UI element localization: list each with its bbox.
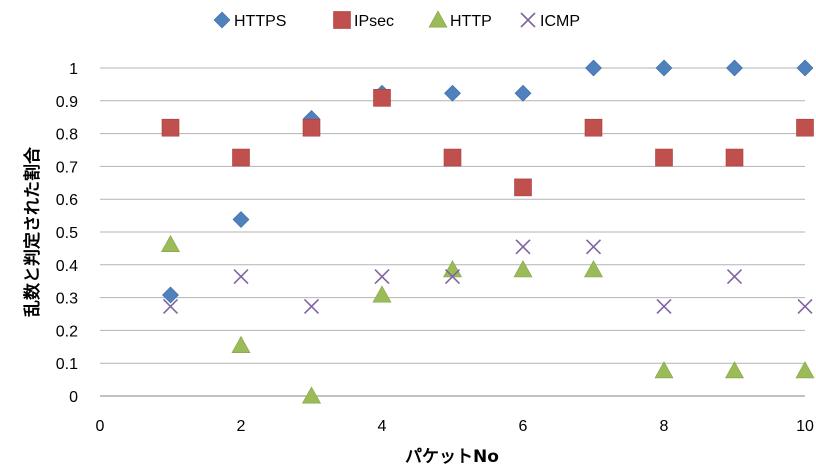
y-tick-label: 0.2 — [56, 323, 78, 340]
point-ipsec — [514, 178, 532, 197]
x-tick-label: 10 — [796, 418, 814, 435]
point-ipsec — [373, 89, 391, 107]
legend: HTTPS IPsec HTTP ICMP — [213, 10, 580, 30]
legend-marker-ipsec — [333, 11, 351, 29]
marker-stroke — [233, 269, 249, 285]
marker-stroke — [656, 298, 672, 315]
point-ipsec — [302, 118, 321, 137]
point-ipsec — [796, 118, 814, 137]
point-https — [514, 84, 532, 102]
legend-label-https: HTTPS — [234, 13, 286, 30]
point-http — [442, 260, 463, 278]
point-http — [160, 234, 181, 252]
point-https — [585, 59, 602, 77]
marker-stroke — [515, 239, 531, 255]
point-icmp — [797, 298, 813, 315]
y-tick-label: 0.7 — [56, 159, 78, 176]
marker-stroke — [444, 269, 461, 285]
point-icmp — [233, 269, 249, 285]
marker-stroke — [585, 239, 602, 255]
marker-stroke — [162, 298, 179, 315]
point-ipsec — [725, 148, 744, 167]
x-tick-label: 4 — [378, 418, 387, 435]
point-https — [796, 59, 814, 77]
point-https — [655, 59, 673, 77]
x-axis: 0 2 4 6 8 10 — [96, 418, 814, 435]
point-icmp — [444, 269, 461, 285]
y-axis-title: 乱数と判定された割合 — [22, 146, 43, 317]
y-tick-label: 0 — [69, 389, 78, 406]
point-http — [654, 361, 674, 379]
point-https — [444, 84, 461, 102]
y-tick-label: 0.1 — [56, 356, 78, 373]
x-tick-label: 0 — [96, 418, 105, 435]
point-http — [372, 285, 392, 303]
x-axis-title: パケットNo — [405, 447, 499, 467]
marker-stroke — [726, 269, 743, 285]
point-http — [724, 361, 745, 379]
point-icmp — [656, 298, 672, 315]
x-tick-label: 6 — [519, 418, 528, 435]
legend-marker-icmp — [520, 12, 536, 28]
point-http — [231, 335, 251, 353]
y-tick-label: 0.3 — [56, 291, 78, 308]
point-http — [583, 260, 604, 278]
data-points — [160, 59, 815, 404]
gridlines — [100, 67, 805, 397]
point-icmp — [303, 298, 320, 315]
marker-stroke — [374, 269, 390, 285]
legend-label-ipsec: IPsec — [354, 13, 394, 30]
point-http — [795, 361, 815, 379]
y-axis: 0 0.1 0.2 0.3 0.4 0.5 0.6 0.7 0.8 0.9 1 — [56, 61, 78, 406]
legend-label-http: HTTP — [450, 13, 492, 30]
point-ipsec — [443, 148, 462, 167]
point-https — [726, 59, 743, 77]
legend-marker-http — [428, 10, 448, 28]
point-https — [232, 211, 250, 228]
marker-stroke — [520, 12, 536, 28]
marker-stroke — [303, 298, 320, 315]
point-ipsec — [584, 118, 603, 137]
point-ipsec — [232, 148, 250, 167]
point-icmp — [726, 269, 743, 285]
point-ipsec — [161, 118, 180, 137]
point-icmp — [162, 298, 179, 315]
y-tick-label: 1 — [69, 61, 78, 78]
y-tick-label: 0.6 — [56, 192, 78, 209]
y-tick-label: 0.5 — [56, 225, 78, 242]
point-ipsec — [655, 148, 673, 167]
legend-label-icmp: ICMP — [540, 13, 580, 30]
legend-marker-https — [213, 11, 231, 29]
point-http — [513, 260, 533, 278]
y-tick-label: 0.9 — [56, 94, 78, 111]
x-tick-label: 2 — [237, 418, 246, 435]
y-tick-label: 0.8 — [56, 127, 78, 144]
point-icmp — [515, 239, 531, 255]
point-icmp — [585, 239, 602, 255]
point-http — [301, 386, 322, 404]
y-tick-label: 0.4 — [56, 258, 78, 275]
x-tick-label: 8 — [660, 418, 669, 435]
point-https — [162, 286, 179, 304]
marker-stroke — [797, 298, 813, 315]
point-icmp — [374, 269, 390, 285]
